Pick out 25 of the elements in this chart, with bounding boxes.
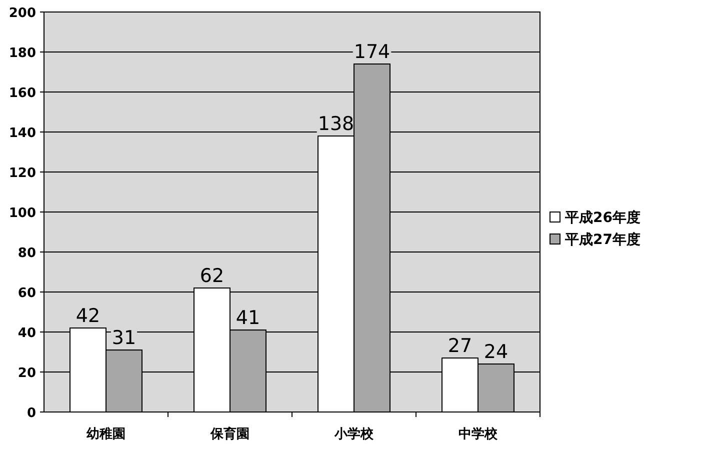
data-label: 27 <box>448 335 472 357</box>
x-tick-label: 保育園 <box>210 426 250 442</box>
y-tick-label: 160 <box>8 86 36 101</box>
legend-label: 平成27年度 <box>564 231 640 248</box>
data-label: 24 <box>484 341 508 363</box>
data-label: 41 <box>236 307 260 329</box>
data-label: 31 <box>112 327 136 349</box>
x-tick-label: 小学校 <box>334 426 374 442</box>
y-tick-label: 80 <box>18 246 36 261</box>
x-tick-label: 中学校 <box>458 426 498 442</box>
legend-label: 平成26年度 <box>564 209 640 226</box>
y-tick-label: 40 <box>18 326 36 341</box>
y-tick-label: 0 <box>26 406 36 421</box>
data-label: 42 <box>76 305 100 327</box>
data-label: 62 <box>200 265 224 287</box>
data-label: 138 <box>318 113 354 135</box>
y-tick-label: 60 <box>18 286 36 301</box>
y-tick-label: 140 <box>8 126 36 141</box>
y-tick-label: 100 <box>8 206 36 221</box>
y-tick-label: 180 <box>8 46 36 61</box>
x-tick-label: 幼稚園 <box>86 426 126 442</box>
y-tick-label: 20 <box>18 366 36 381</box>
data-label: 174 <box>354 41 390 63</box>
y-tick-label: 200 <box>8 6 36 21</box>
y-tick-label: 120 <box>8 166 36 181</box>
